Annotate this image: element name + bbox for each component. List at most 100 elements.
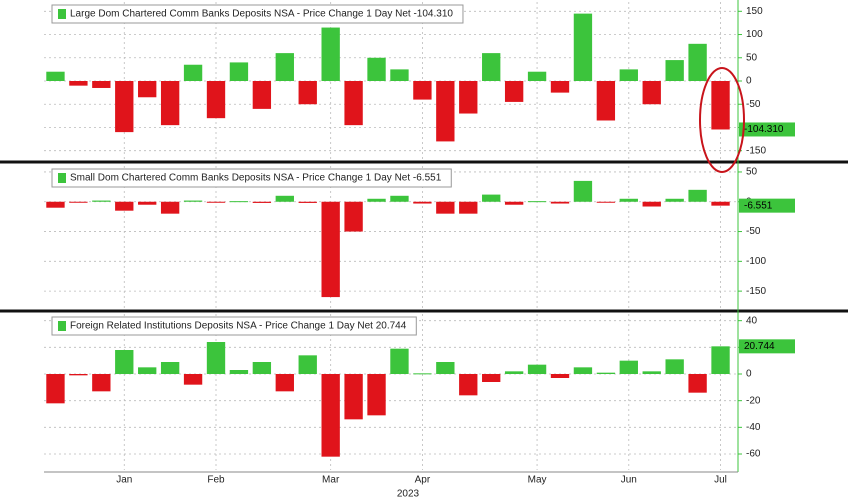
y-tick-label: 50 xyxy=(746,52,758,63)
bar xyxy=(206,342,226,374)
bar xyxy=(183,374,203,385)
bar xyxy=(321,201,340,298)
bar xyxy=(642,371,661,374)
y-tick-label: -50 xyxy=(746,99,761,110)
x-tick-label: May xyxy=(528,475,547,486)
bar xyxy=(252,201,272,203)
bar xyxy=(390,348,409,374)
bar xyxy=(298,81,317,105)
last-value-box xyxy=(739,122,795,137)
bar xyxy=(183,200,203,202)
bar xyxy=(596,81,616,121)
bar xyxy=(504,81,524,102)
bar xyxy=(642,81,661,105)
legend-swatch xyxy=(58,321,66,331)
bar xyxy=(596,372,616,374)
bar xyxy=(550,201,570,204)
bar xyxy=(459,81,478,114)
legend-text: Large Dom Chartered Comm Banks Deposits … xyxy=(70,9,453,20)
bar xyxy=(413,81,432,100)
bar xyxy=(46,71,65,81)
bar xyxy=(367,198,386,202)
bar xyxy=(138,367,157,374)
bar xyxy=(642,201,661,207)
bar xyxy=(92,374,111,392)
bar xyxy=(46,201,65,208)
bar xyxy=(206,201,226,203)
x-axis-label: 2023 xyxy=(397,489,420,500)
bar xyxy=(504,371,524,374)
bar xyxy=(367,57,386,81)
y-tick-label: 0 xyxy=(746,369,752,380)
bar xyxy=(115,350,134,374)
bar xyxy=(413,373,432,375)
bar xyxy=(665,60,684,81)
bar xyxy=(688,189,707,202)
x-tick-label: Jun xyxy=(621,475,637,486)
x-tick-label: Jan xyxy=(116,475,132,486)
bar xyxy=(619,69,638,81)
y-tick-label: -40 xyxy=(746,422,761,433)
y-tick-label: -100 xyxy=(746,256,766,267)
bar xyxy=(711,201,730,206)
bar xyxy=(482,194,501,202)
bar xyxy=(321,374,340,457)
bar xyxy=(459,201,478,214)
bar xyxy=(160,362,180,374)
bar xyxy=(206,81,226,119)
y-tick-label: -50 xyxy=(746,226,761,237)
bar xyxy=(527,71,547,81)
bar xyxy=(413,201,432,204)
last-value-box xyxy=(739,339,795,354)
bar xyxy=(275,374,294,392)
bar xyxy=(436,362,455,374)
bar xyxy=(711,81,730,130)
legend-swatch xyxy=(58,173,66,183)
bar xyxy=(252,81,272,109)
bar xyxy=(482,53,501,81)
legend-box xyxy=(51,316,417,336)
legend-text: Foreign Related Institutions Deposits NS… xyxy=(70,321,407,332)
bar xyxy=(367,374,386,416)
y-tick-label: -150 xyxy=(746,145,766,156)
bar xyxy=(229,62,249,81)
bar xyxy=(665,198,684,202)
y-tick-label: -60 xyxy=(746,449,761,460)
x-tick-label: Jul xyxy=(714,475,727,486)
bar xyxy=(115,81,134,133)
bar xyxy=(69,374,88,376)
bar xyxy=(69,81,88,86)
bar xyxy=(298,355,317,374)
bar xyxy=(596,201,616,203)
bar xyxy=(275,53,294,81)
bar xyxy=(390,69,409,81)
x-tick-label: Feb xyxy=(207,475,225,486)
last-value-label: -6.551 xyxy=(744,200,773,211)
x-tick-label: Mar xyxy=(322,475,340,486)
bar xyxy=(436,201,455,214)
bar xyxy=(138,81,157,98)
bar xyxy=(436,81,455,142)
bar xyxy=(160,201,180,214)
bar xyxy=(688,374,707,393)
bar xyxy=(160,81,180,126)
legend-box xyxy=(51,168,452,188)
bar xyxy=(138,201,157,205)
legend: Foreign Related Institutions Deposits NS… xyxy=(51,316,417,336)
legend-box xyxy=(51,4,464,24)
bar xyxy=(344,81,363,126)
bar xyxy=(665,359,684,374)
legend: Small Dom Chartered Comm Banks Deposits … xyxy=(51,168,452,188)
y-tick-label: 100 xyxy=(746,29,763,40)
bar xyxy=(619,198,638,202)
bar xyxy=(69,201,88,203)
y-tick-label: -20 xyxy=(746,395,761,406)
bar xyxy=(92,81,111,88)
bar xyxy=(550,81,570,93)
last-value-box xyxy=(739,198,795,213)
bar xyxy=(459,374,478,396)
bar xyxy=(573,367,593,374)
last-value-label: -104.310 xyxy=(744,124,784,135)
bar xyxy=(344,201,363,232)
